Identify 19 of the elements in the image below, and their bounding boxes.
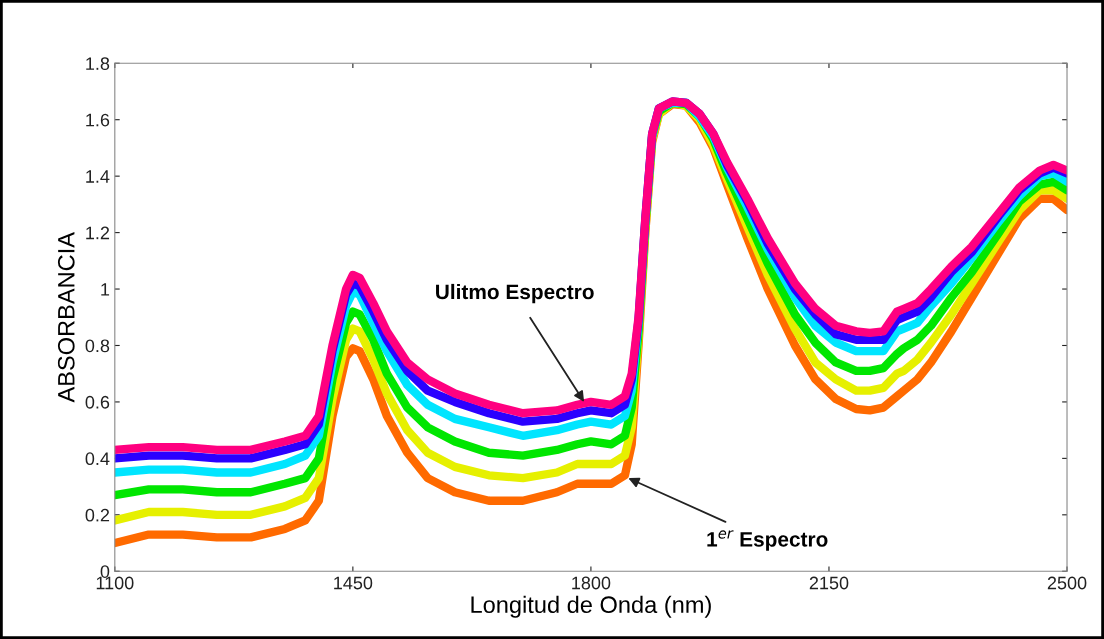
y-tick-label: 0	[100, 565, 110, 578]
x-tick-label: 2500	[1047, 576, 1087, 590]
x-tick-label: 1450	[334, 576, 373, 590]
x-tick-label: 1100	[96, 576, 134, 590]
x-axis-title: Longitud de Onda (nm)	[471, 595, 711, 618]
y-tick-label: 0.4	[85, 452, 110, 466]
y-tick-label: 1.8	[86, 57, 110, 70]
x-tick-label: 2150	[809, 576, 849, 590]
y-tick-label: 1.2	[86, 226, 110, 240]
y-tick-label: 0.6	[85, 395, 110, 409]
annotation: Ulitmo Espectro	[436, 283, 594, 304]
y-tick-label: 1.4	[86, 170, 110, 183]
y-tick-label: 1.6	[86, 113, 110, 127]
annotation: 1$^{er}$ Espectro	[707, 530, 828, 551]
y-tick-label: 1	[101, 283, 110, 296]
x-tick-label: 1800	[572, 576, 611, 590]
y-tick-label: 0.8	[85, 339, 110, 353]
y-axis-title: ABSORBANCIA	[57, 232, 75, 403]
y-tick-label: 0.2	[85, 508, 110, 522]
